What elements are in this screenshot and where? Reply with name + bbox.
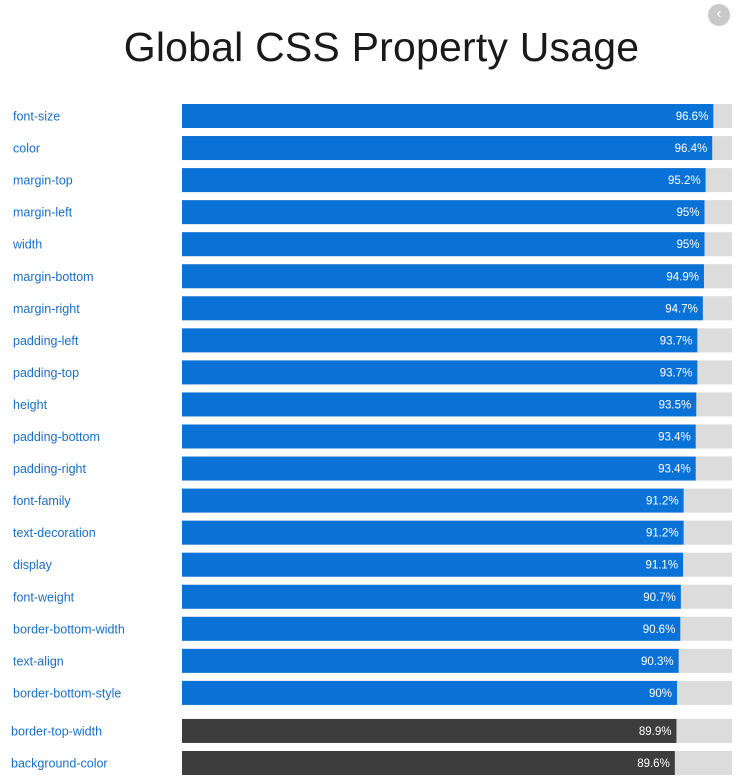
bar-padding-left — [182, 328, 698, 353]
bar-text-align — [182, 648, 679, 673]
value-label: 90.3% — [641, 656, 674, 668]
category-label: padding-right — [13, 462, 86, 476]
bar-border-bottom-style — [182, 680, 677, 705]
value-label: 93.4% — [658, 464, 691, 476]
value-label: 93.5% — [659, 399, 692, 411]
value-label: 95.2% — [668, 175, 701, 187]
category-label: height — [13, 398, 48, 412]
category-label: font-weight — [13, 590, 75, 604]
chart-title: Global CSS Property Usage — [123, 24, 640, 70]
value-label: 94.9% — [666, 271, 699, 283]
category-label: background-color — [11, 757, 108, 771]
category-label: border-top-width — [11, 724, 102, 738]
category-label: border-bottom-width — [13, 622, 125, 636]
category-label: margin-bottom — [13, 270, 94, 284]
value-label: 90.6% — [643, 624, 676, 636]
value-label: 95% — [676, 207, 699, 219]
bar-text-decoration — [182, 520, 684, 545]
category-label: margin-top — [13, 174, 73, 188]
bar-height — [182, 392, 697, 417]
value-label: 93.7% — [660, 335, 693, 347]
value-label: 89.6% — [637, 758, 670, 770]
bar-font-size — [182, 104, 714, 128]
category-label: margin-left — [13, 206, 73, 220]
value-label: 91.2% — [646, 528, 679, 540]
category-label: padding-top — [13, 366, 79, 380]
category-label: font-size — [13, 110, 60, 124]
value-label: 90.7% — [643, 592, 676, 604]
bar-border-bottom-width — [182, 616, 681, 641]
category-label: font-family — [13, 494, 71, 508]
value-label: 91.2% — [646, 496, 679, 508]
category-label: padding-bottom — [13, 430, 100, 444]
category-label: width — [12, 238, 42, 252]
bar-padding-top — [182, 360, 698, 385]
category-label: display — [13, 558, 53, 572]
category-label: color — [13, 142, 40, 156]
category-label: margin-right — [13, 302, 80, 316]
bar-padding-bottom — [182, 424, 696, 449]
bar-padding-right — [182, 456, 696, 481]
value-label: 95% — [676, 239, 699, 251]
value-label: 91.1% — [645, 560, 678, 572]
category-label: text-align — [13, 654, 64, 668]
bar-font-weight — [182, 584, 681, 609]
category-label: text-decoration — [13, 526, 96, 540]
bar-font-family — [182, 488, 684, 513]
value-label: 89.9% — [639, 726, 672, 738]
value-label: 96.4% — [675, 143, 708, 155]
bar-background-color — [182, 751, 675, 775]
bar-color — [182, 136, 713, 161]
value-label: 93.4% — [658, 432, 691, 444]
bar-display — [182, 552, 684, 577]
bar-margin-left — [182, 200, 705, 225]
category-label: padding-left — [13, 334, 79, 348]
bar-margin-right — [182, 296, 703, 321]
category-label: border-bottom-style — [13, 686, 121, 700]
value-label: 90% — [649, 688, 672, 700]
value-label: 96.6% — [676, 111, 709, 123]
bar-margin-top — [182, 168, 706, 193]
chevron-left-icon[interactable]: ‹ — [708, 4, 730, 26]
value-label: 94.7% — [665, 303, 698, 315]
bar-width — [182, 232, 705, 257]
bar-margin-bottom — [182, 264, 704, 289]
value-label: 93.7% — [660, 367, 693, 379]
bar-border-top-width — [182, 718, 677, 743]
